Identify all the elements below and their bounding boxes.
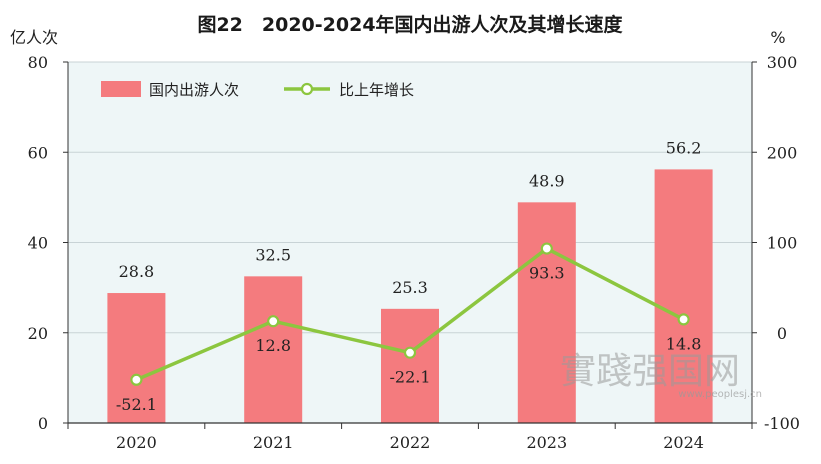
bar-2024 xyxy=(654,169,713,423)
y-left-tick-label-60: 60 xyxy=(28,143,48,162)
x-tick-label-2021: 2021 xyxy=(253,433,294,452)
growth-point-2023 xyxy=(540,242,553,255)
watermark-text: 實踐强国网 xyxy=(560,351,740,392)
growth-point-2021 xyxy=(267,315,280,328)
x-tick-label-2020: 2020 xyxy=(116,433,157,452)
x-tick-label-2023: 2023 xyxy=(526,433,567,452)
axes: 0 20 40 60 80 -100 0 100 200 300 2020 2021 2022 2023 2… xyxy=(28,53,800,452)
bar-label-2023: 48.9 xyxy=(529,171,565,190)
legend-swatch-bar xyxy=(101,81,141,97)
growth-point-2020 xyxy=(130,373,143,386)
bar-2022 xyxy=(381,308,439,423)
legend-label-bar: 国内出游人次 xyxy=(149,81,239,99)
y-left-tick-label-40: 40 xyxy=(28,234,48,253)
y-axis-right-label: % xyxy=(770,28,785,47)
y-axis-left-label: 亿人次 xyxy=(10,28,58,47)
growth-point-2022 xyxy=(403,346,417,359)
bar-label-2022: 25.3 xyxy=(392,278,428,297)
bar-2021 xyxy=(244,276,303,423)
bar-label-2020: 28.8 xyxy=(119,262,155,281)
y-right-tick-label-300: 300 xyxy=(767,53,798,72)
y-right-tick-label--100: -100 xyxy=(764,414,800,433)
gridlines xyxy=(68,61,752,334)
x-tick-label-2022: 2022 xyxy=(390,433,431,452)
y-right-tick-label-0: 0 xyxy=(777,324,787,343)
growth-label-2023: 93.3 xyxy=(529,264,565,283)
bar-2020 xyxy=(107,293,166,423)
bar-label-2021: 32.5 xyxy=(255,245,291,264)
y-right-tick-label-100: 100 xyxy=(767,234,798,253)
bar-label-2024: 56.2 xyxy=(666,138,702,157)
y-left-tick-label-0: 0 xyxy=(38,414,48,433)
line-series xyxy=(130,242,690,386)
line-value-labels: -52.1 12.8 -22.1 93.3 14.8 xyxy=(116,264,702,414)
y-left-tick-label-20: 20 xyxy=(28,324,48,343)
growth-label-2020: -52.1 xyxy=(116,395,157,414)
growth-point-2024 xyxy=(677,313,690,326)
watermark: 實踐强国网 www.peoplesj.cn xyxy=(560,351,762,400)
y-left-tick-label-80: 80 xyxy=(28,53,48,72)
bar-2023 xyxy=(517,202,576,423)
bar-series xyxy=(107,169,713,423)
watermark-url: www.peoplesj.cn xyxy=(678,389,762,400)
bar-value-labels: 28.8 32.5 25.3 48.9 56.2 xyxy=(119,138,702,296)
growth-label-2024: 14.8 xyxy=(666,334,702,353)
chart-title: 图22 2020-2024年国内出游人次及其增长速度 xyxy=(197,13,623,36)
legend: 国内出游人次 比上年增长 xyxy=(101,81,414,99)
growth-label-2021: 12.8 xyxy=(255,336,291,355)
legend-swatch-marker xyxy=(300,82,314,96)
y-right-tick-label-200: 200 xyxy=(767,143,798,162)
x-tick-label-2024: 2024 xyxy=(663,433,704,452)
growth-label-2022: -22.1 xyxy=(389,368,430,387)
legend-label-line: 比上年增长 xyxy=(339,81,414,99)
